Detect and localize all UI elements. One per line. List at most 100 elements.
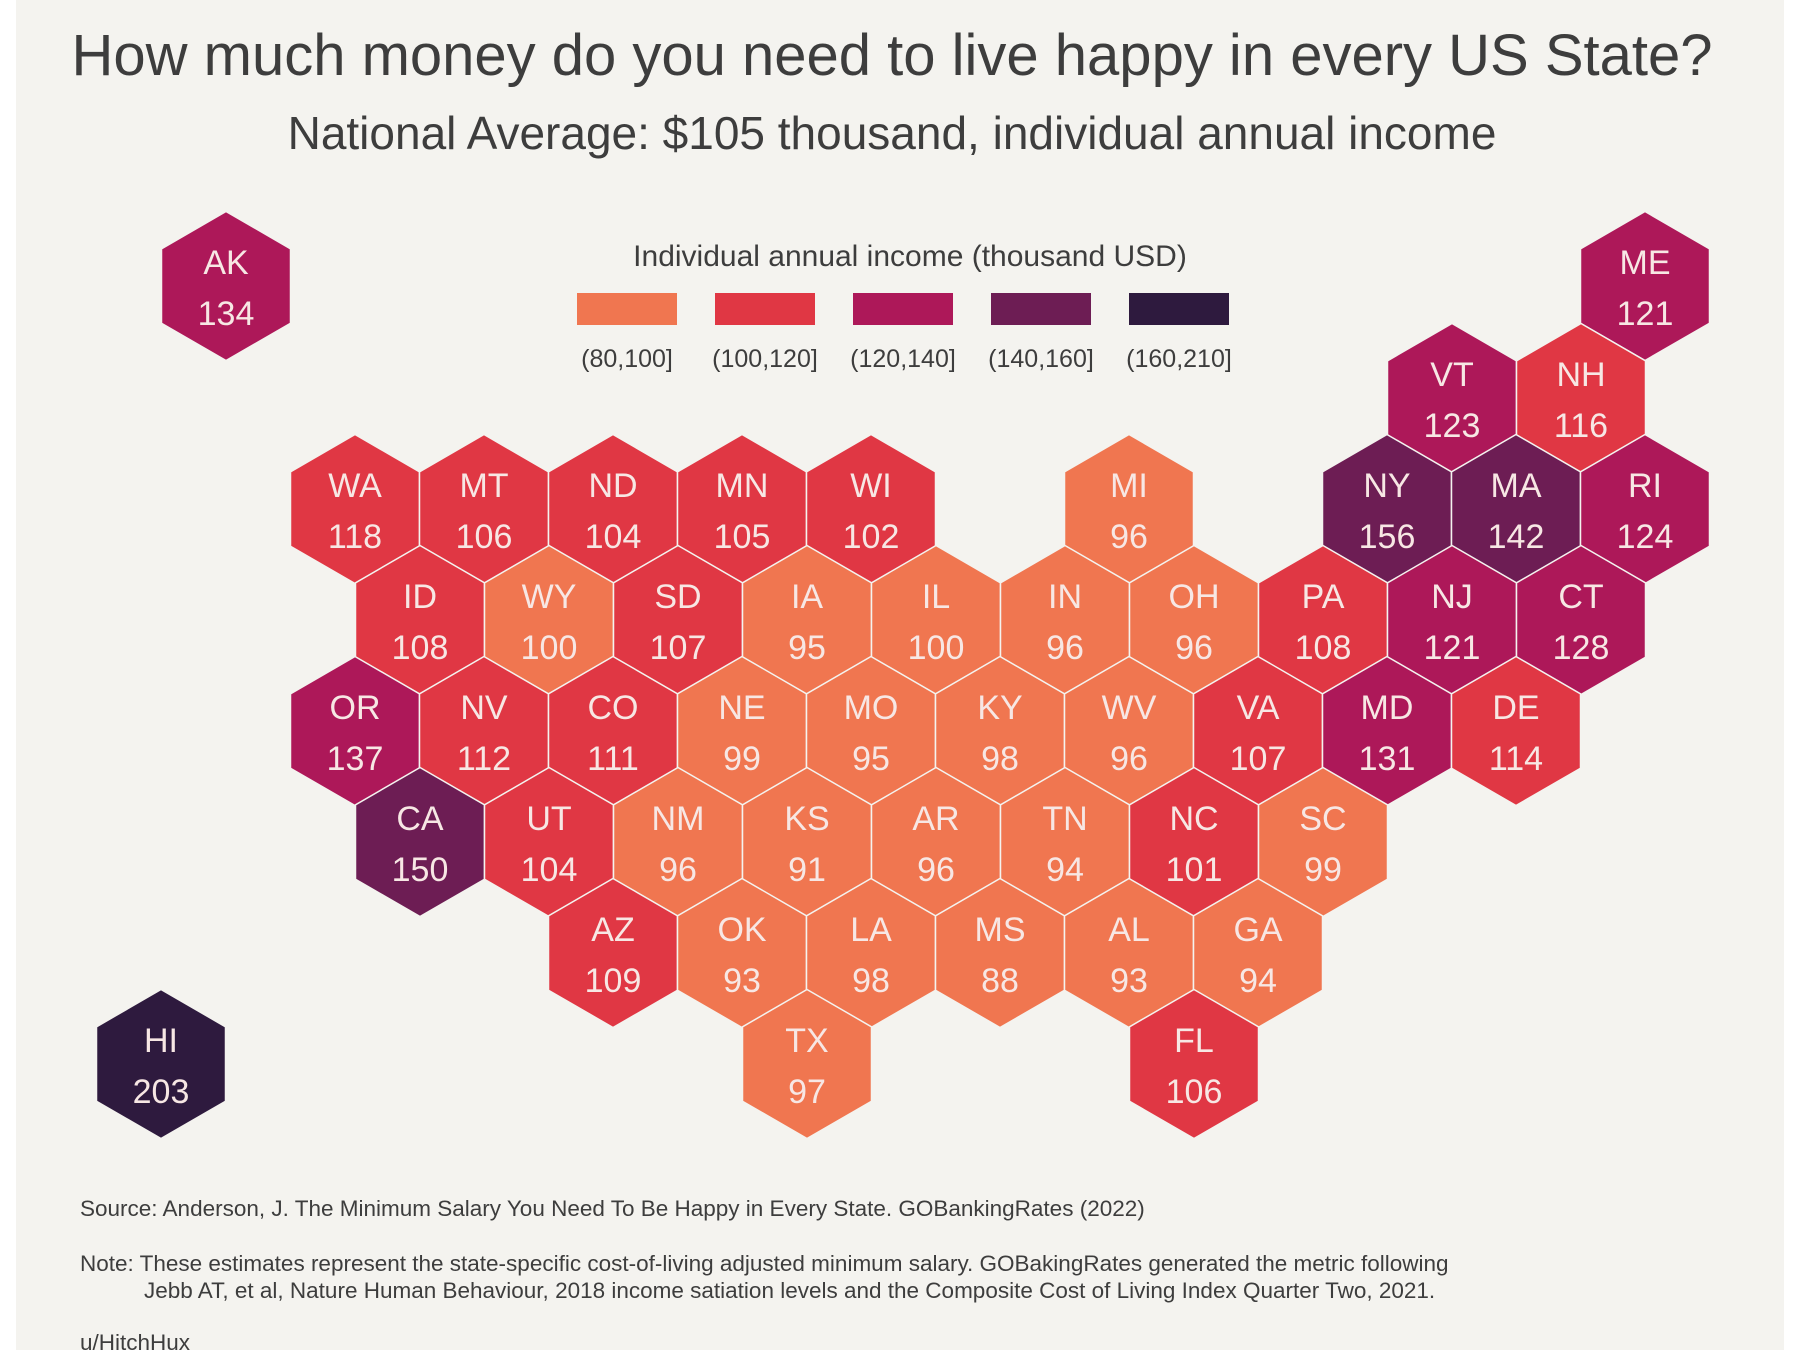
state-value: 118 [328,518,382,556]
hex-cell [95,988,227,1140]
state-abbr: MT [459,467,508,505]
source-note: Source: Anderson, J. The Minimum Salary … [80,1196,1145,1221]
state-abbr: SC [1299,800,1346,838]
state-value: 88 [981,962,1019,1000]
state-hex-ma: MA 142 [1450,433,1582,585]
state-hex-co: CO 111 [547,655,679,807]
state-hex-la: LA 98 [805,877,937,1029]
state-hex-mt: MT 106 [418,433,550,585]
state-hex-va: VA 107 [1192,655,1324,807]
state-hex-ut: UT 104 [483,766,615,918]
state-abbr: VA [1237,689,1280,727]
state-hex-ms: MS 88 [934,877,1066,1029]
state-hex-wv: WV 96 [1063,655,1195,807]
state-hex-or: OR 137 [289,655,421,807]
state-value: 121 [1617,295,1674,333]
legend-label: (120,140] [850,345,956,373]
state-value: 101 [1166,851,1223,889]
chart-title: How much money do you need to live happy… [71,23,1713,88]
state-value: 96 [1175,629,1213,667]
state-abbr: DE [1492,689,1539,727]
state-hex-mi: MI 96 [1063,433,1195,585]
state-hex-wi: WI 102 [805,433,937,585]
state-abbr: MA [1491,467,1542,505]
state-value: 121 [1424,629,1481,667]
state-value: 156 [1359,518,1416,556]
state-value: 116 [1554,407,1608,445]
hex-cell [1450,655,1582,807]
state-abbr: WI [850,467,892,505]
state-hex-mo: MO 95 [805,655,937,807]
state-abbr: MD [1361,689,1414,727]
state-hex-ks: KS 91 [741,766,873,918]
state-abbr: CA [396,800,444,838]
legend-swatch [853,293,953,325]
state-value: 112 [457,740,511,778]
legend-swatch [1129,293,1229,325]
state-value: 142 [1488,518,1545,556]
legend-item-80-100: (80,100] [577,293,677,373]
state-abbr: NY [1363,467,1410,505]
state-abbr: KS [784,800,829,838]
state-abbr: WA [328,467,382,505]
state-abbr: GA [1233,911,1282,949]
state-hex-nj: NJ 121 [1386,544,1518,696]
state-value: 95 [852,740,890,778]
author-credit: u/HitchHux [80,1330,191,1355]
hex-cell [741,988,873,1140]
state-abbr: FL [1174,1022,1214,1060]
state-value: 94 [1239,962,1277,1000]
state-abbr: SD [654,578,701,616]
state-value: 102 [843,518,900,556]
state-hex-fl: FL 106 [1128,988,1260,1140]
state-value: 98 [981,740,1019,778]
legend-title: Individual annual income (thousand USD) [633,240,1187,273]
state-hex-de: DE 114 [1450,655,1582,807]
state-abbr: NC [1169,800,1218,838]
state-hex-pa: PA 108 [1257,544,1389,696]
state-value: 134 [198,295,255,333]
state-hex-nm: NM 96 [612,766,744,918]
methodology-note-continued: Jebb AT, et al, Nature Human Behaviour, … [144,1278,1436,1303]
state-abbr: CO [588,689,639,727]
legend-item-120-140: (120,140] [850,293,956,373]
state-value: 97 [788,1073,826,1111]
state-hex-wy: WY 100 [483,544,615,696]
state-abbr: NH [1556,356,1605,394]
state-abbr: NV [460,689,508,727]
state-abbr: KY [977,689,1022,727]
state-abbr: IA [791,578,823,616]
state-value: 104 [521,851,578,889]
state-value: 108 [1295,629,1352,667]
state-value: 109 [585,962,642,1000]
state-hex-az: AZ 109 [547,877,679,1029]
state-abbr: ME [1620,244,1671,282]
state-hex-ak: AK 134 [160,210,292,362]
state-hex-md: MD 131 [1321,655,1453,807]
state-abbr: TN [1042,800,1087,838]
state-hex-tn: TN 94 [999,766,1131,918]
legend-item-160-210: (160,210] [1126,293,1232,373]
state-hex-il: IL 100 [870,544,1002,696]
state-abbr: HI [144,1022,178,1060]
legend-label: (80,100] [581,345,673,373]
state-hex-in: IN 96 [999,544,1131,696]
state-abbr: ID [403,578,437,616]
state-hex-mn: MN 105 [676,433,808,585]
methodology-note: Note: These estimates represent the stat… [80,1251,1449,1276]
state-value: 96 [1046,629,1084,667]
state-value: 96 [1110,518,1148,556]
state-abbr: MI [1110,467,1148,505]
state-abbr: AL [1108,911,1150,949]
state-value: 94 [1046,851,1084,889]
state-hex-ca: CA 150 [354,766,486,918]
state-hex-hi: HI 203 [95,988,227,1140]
state-abbr: LA [850,911,892,949]
state-value: 93 [1110,962,1148,1000]
state-abbr: ND [588,467,637,505]
state-value: 95 [788,629,826,667]
state-value: 107 [650,629,707,667]
state-value: 107 [1230,740,1287,778]
legend-swatch [991,293,1091,325]
